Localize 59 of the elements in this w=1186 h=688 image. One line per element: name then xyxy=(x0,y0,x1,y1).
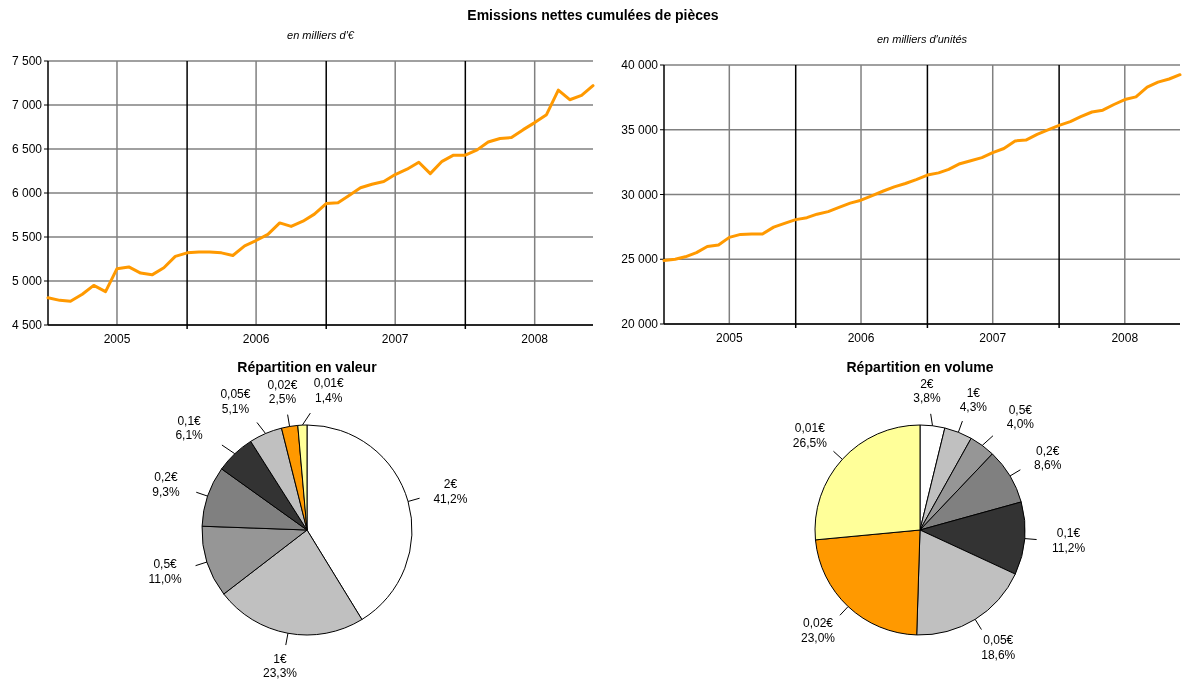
data-label: 11,2% xyxy=(1051,540,1086,555)
chart-title: Répartition en volume xyxy=(846,359,994,375)
slice-label: 0,02€ xyxy=(267,377,298,392)
data-label: 18,6% xyxy=(981,647,1016,662)
x-tick-label: 2007 xyxy=(381,332,409,346)
data-label: 6,1% xyxy=(175,428,204,443)
y-tick-label: 5 500 xyxy=(11,230,43,245)
x-tick-label: 2006 xyxy=(242,332,270,346)
y-tick-label: 30 000 xyxy=(621,187,659,202)
data-label: 23,0% xyxy=(800,630,836,645)
data-label: 8,6% xyxy=(1034,457,1062,472)
slice-label: 1€ xyxy=(273,651,287,666)
data-label: 9,3% xyxy=(152,484,180,499)
slice-label: 0,05€ xyxy=(220,387,251,402)
legend-label: 0,1€ xyxy=(1056,526,1081,541)
chart-title: Répartition en valeur xyxy=(237,359,378,375)
y-tick-label: 25 000 xyxy=(621,252,659,267)
data-label: 26,5% xyxy=(792,435,828,450)
data-label: 11,0% xyxy=(148,571,182,586)
y-tick-label: 4 500 xyxy=(11,318,43,333)
chart-subtitle: en milliers d'unités xyxy=(876,33,968,45)
y-tick-label: 40 000 xyxy=(621,58,659,73)
legend-label: 0,5€ xyxy=(153,557,178,572)
line-series xyxy=(662,73,1182,263)
y-tick-label: 7 000 xyxy=(11,98,43,113)
x-tick-label: 2008 xyxy=(521,332,549,346)
slice-label: 0,1€ xyxy=(177,414,202,429)
y-tick-label: 6 000 xyxy=(11,186,43,201)
data-label: 41,2% xyxy=(433,491,468,506)
slice-label: 0,2€ xyxy=(154,470,178,485)
data-label: 5,1% xyxy=(221,401,250,416)
y-tick-label: 20 000 xyxy=(621,317,659,332)
data-label: 4,0% xyxy=(1006,417,1035,432)
slice-label: 1€ xyxy=(966,385,981,400)
chart-subtitle: en milliers d'€ xyxy=(287,29,355,41)
x-tick-label: 2008 xyxy=(1111,331,1139,345)
y-tick-label: 7 500 xyxy=(11,54,43,69)
data-label: 1,4% xyxy=(315,390,343,405)
slice-label: 0,2€ xyxy=(1036,443,1060,458)
data-label: 4,3% xyxy=(959,400,988,414)
slice-label: 0,01€ xyxy=(794,421,826,436)
slice-label: 0,05€ xyxy=(983,633,1014,648)
x-tick-label: 2007 xyxy=(979,331,1007,345)
slice-label: 2€ xyxy=(920,376,934,391)
x-tick-label: 2005 xyxy=(715,331,743,345)
slice-label: 2€ xyxy=(443,477,458,492)
data-label: 23,3% xyxy=(262,666,298,681)
slice-label: 0,01€ xyxy=(313,376,345,391)
line-series xyxy=(46,84,595,303)
x-tick-label: 2006 xyxy=(847,331,875,345)
y-tick-label: 35 000 xyxy=(621,122,659,137)
chart-title: Emissions nettes cumulées de pièces xyxy=(467,7,719,23)
x-tick-label: 2005 xyxy=(103,332,131,346)
slice-label: 0,5€ xyxy=(1008,403,1033,418)
y-tick-label: 5 000 xyxy=(11,274,43,289)
y-tick-label: 6 500 xyxy=(11,142,43,157)
slice-label: 0,02€ xyxy=(802,616,834,631)
data-label: 2,5% xyxy=(268,392,297,407)
data-label: 3,8% xyxy=(913,391,941,406)
